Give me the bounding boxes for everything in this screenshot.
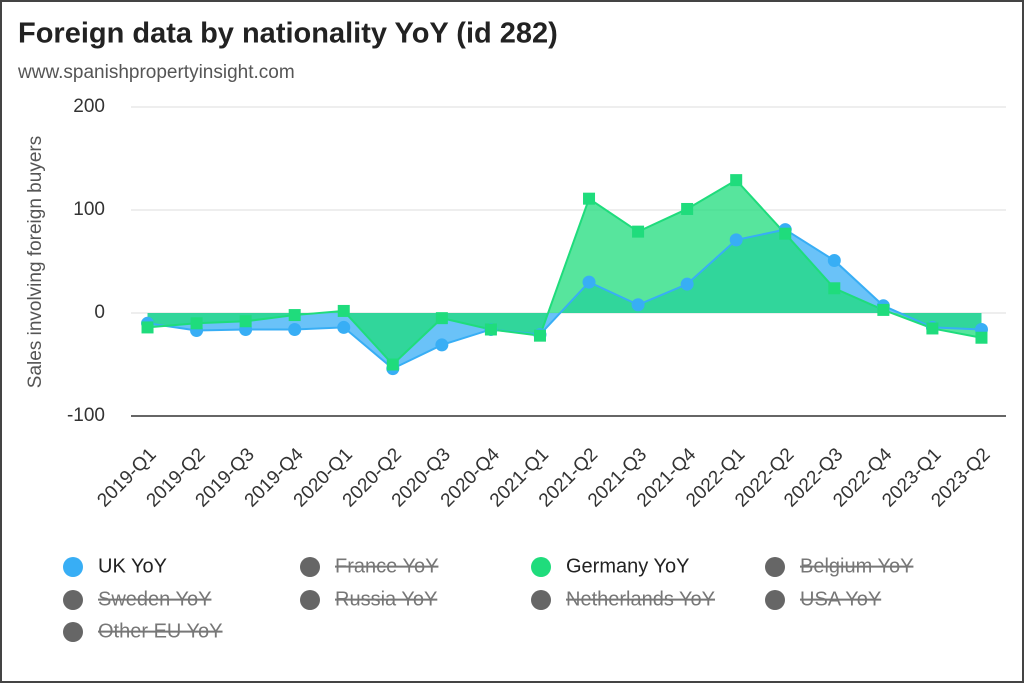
legend-swatch [63,622,83,642]
y-tick-label: 0 [94,302,105,323]
legend-swatch [300,590,320,610]
line [147,228,982,370]
marker [239,315,252,328]
marker [828,282,841,295]
chart-title: Foreign data by nationality YoY (id 282) [18,18,558,50]
marker [141,321,154,334]
marker [288,309,301,322]
legend-swatch [531,557,551,577]
marker [975,331,988,344]
legend-item[interactable]: Germany YoY [531,555,689,577]
legend-label: Belgium YoY [800,555,913,577]
marker [435,312,448,325]
legend-label: Netherlands YoY [566,588,715,610]
legend-label: USA YoY [800,588,881,610]
marker [190,317,203,330]
legend-item[interactable]: USA YoY [765,588,881,610]
legend-label: Russia YoY [335,588,437,610]
legend-swatch [765,557,785,577]
marker [779,227,792,240]
marker [583,192,596,205]
legend-label: UK YoY [98,555,167,577]
legend-label: France YoY [335,555,438,577]
marker [337,304,350,317]
legend-item[interactable]: Belgium YoY [765,555,913,577]
legend-label: Sweden YoY [98,588,211,610]
marker [729,233,743,247]
y-tick-label: 200 [73,96,105,117]
marker [435,338,449,352]
legend-item[interactable]: France YoY [300,555,438,577]
marker [582,275,596,289]
marker [484,323,497,336]
marker [386,358,399,371]
line [147,178,982,366]
legend-label: Germany YoY [566,555,689,577]
legend-item[interactable]: Sweden YoY [63,588,211,610]
y-tick-label: -100 [67,405,105,426]
legend-swatch [300,557,320,577]
marker [632,225,645,238]
marker [680,277,694,291]
marker [681,202,694,215]
marker [533,329,546,342]
marker [631,298,645,312]
marker [730,174,743,187]
legend-item[interactable]: Other EU YoY [63,620,223,642]
legend-item[interactable]: Netherlands YoY [531,588,715,610]
area [147,180,982,365]
legend-swatch [63,590,83,610]
y-axis-label: Sales involving foreign buyers [25,136,46,388]
marker [827,253,841,267]
legend-item[interactable]: Russia YoY [300,588,437,610]
legend-item[interactable]: UK YoY [63,555,167,577]
y-tick-label: 100 [73,199,105,220]
legend-swatch [531,590,551,610]
marker [288,322,302,336]
marker [877,303,890,316]
legend-swatch [765,590,785,610]
chart-subtitle: www.spanishpropertyinsight.com [17,62,295,83]
marker [926,322,939,335]
legend-label: Other EU YoY [98,620,223,642]
legend-swatch [63,557,83,577]
marker [337,320,351,334]
